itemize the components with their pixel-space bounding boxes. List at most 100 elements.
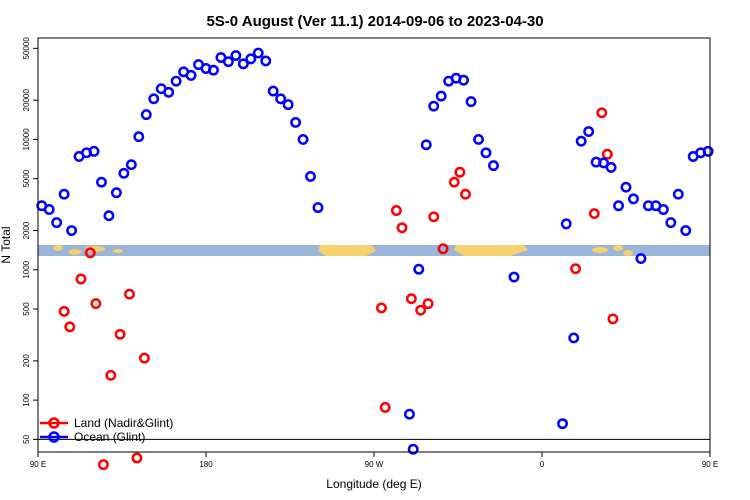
series-land: [58, 107, 619, 471]
land-point: [64, 321, 76, 333]
ocean-point: [96, 176, 107, 188]
land-point: [84, 247, 96, 259]
chart-title: 5S-0 August (Ver 11.1) 2014-09-06 to 202…: [206, 13, 543, 30]
x-tick-label: 90 W: [365, 460, 384, 469]
series-ocean: [36, 47, 714, 455]
land-point: [596, 107, 608, 119]
legend-ocean-marker: [48, 431, 60, 443]
ocean-point: [465, 96, 477, 108]
y-tick-label: 100: [22, 393, 31, 407]
land-point: [97, 459, 109, 471]
land-point: [437, 243, 449, 255]
land-point: [131, 452, 143, 464]
x-tick-label: 180: [199, 460, 213, 469]
land-point: [415, 304, 427, 316]
ocean-point: [260, 55, 272, 67]
ocean-point: [575, 135, 587, 147]
ocean-point: [245, 53, 257, 65]
land-point: [90, 298, 102, 310]
y-tick-label: 20000: [22, 89, 31, 112]
ocean-point: [473, 133, 484, 145]
y-tick-label: 500: [22, 302, 31, 316]
y-axis: 50 100 200 500 1000 2000 5000 10000 20000 50000: [22, 37, 38, 444]
ocean-point: [133, 131, 145, 143]
data-points: [36, 47, 714, 471]
ocean-point: [404, 408, 415, 420]
ocean-point: [560, 218, 572, 230]
land-point: [448, 176, 460, 188]
ocean-point: [237, 58, 249, 70]
x-tick-label: 0: [540, 460, 545, 469]
land-point: [75, 273, 87, 285]
ocean-point: [125, 159, 137, 171]
ocean-point: [665, 217, 677, 229]
legend-ocean-label: Ocean (Glint): [74, 430, 145, 444]
land-point: [396, 222, 408, 234]
ocean-point: [230, 50, 242, 62]
ocean-point: [583, 126, 595, 137]
ocean-point: [508, 271, 520, 283]
legend: Land (Nadir&Glint) Ocean (Glint): [40, 416, 173, 444]
x-axis: 90 E 180 90 W 0 90 E: [30, 452, 718, 469]
ocean-point: [140, 109, 152, 121]
ocean-point: [66, 225, 78, 236]
ocean-point: [413, 263, 425, 275]
legend-land-marker: [48, 417, 60, 429]
ocean-point: [222, 56, 234, 68]
ocean-point: [702, 145, 714, 157]
land-point: [601, 148, 613, 160]
y-axis-label: N Total: [0, 226, 13, 263]
land-point: [428, 211, 440, 223]
ocean-point: [635, 253, 647, 264]
ocean-point: [428, 100, 440, 112]
ocean-point: [407, 443, 419, 455]
land-point: [114, 328, 126, 340]
ocean-point: [43, 204, 55, 215]
ocean-point: [488, 160, 499, 172]
ocean-point: [613, 200, 624, 212]
ocean-point: [628, 193, 639, 205]
ocean-point: [680, 225, 692, 236]
ocean-point: [185, 69, 197, 81]
ocean-point: [118, 167, 130, 179]
ocean-point: [275, 93, 287, 105]
land-point: [105, 369, 117, 381]
ocean-point: [282, 99, 294, 111]
ocean-point: [312, 202, 324, 214]
land-point: [390, 205, 402, 216]
ocean-point: [305, 170, 316, 182]
ocean-point: [672, 188, 684, 200]
x-tick-label: 90 E: [30, 460, 46, 469]
ocean-point: [170, 75, 182, 87]
land-point: [460, 188, 471, 200]
ocean-point: [103, 210, 115, 222]
ocean-point: [568, 332, 580, 344]
ocean-point: [58, 188, 70, 200]
y-tick-label: 200: [22, 354, 31, 368]
land-point: [405, 293, 417, 305]
land-point: [607, 313, 619, 325]
ocean-point: [458, 74, 470, 86]
ocean-point: [435, 90, 447, 102]
ocean-point: [163, 86, 175, 98]
map-band: [38, 245, 710, 256]
x-axis-label: Longitude (deg E): [326, 477, 421, 491]
land-point: [379, 401, 391, 413]
ocean-point: [88, 145, 100, 157]
ocean-point: [420, 139, 432, 151]
ocean-point: [297, 133, 309, 145]
land-point: [588, 208, 600, 220]
y-tick-label: 1000: [22, 260, 31, 278]
land-point: [58, 305, 70, 317]
land-point: [570, 263, 582, 275]
ocean-point: [620, 181, 632, 193]
y-tick-label: 50: [22, 434, 31, 443]
land-point: [376, 302, 387, 314]
land-point: [138, 352, 150, 364]
ocean-point: [110, 187, 122, 199]
ocean-point: [290, 116, 302, 128]
ocean-point: [267, 85, 279, 97]
ocean-point: [605, 161, 617, 173]
ocean-point: [657, 204, 669, 215]
